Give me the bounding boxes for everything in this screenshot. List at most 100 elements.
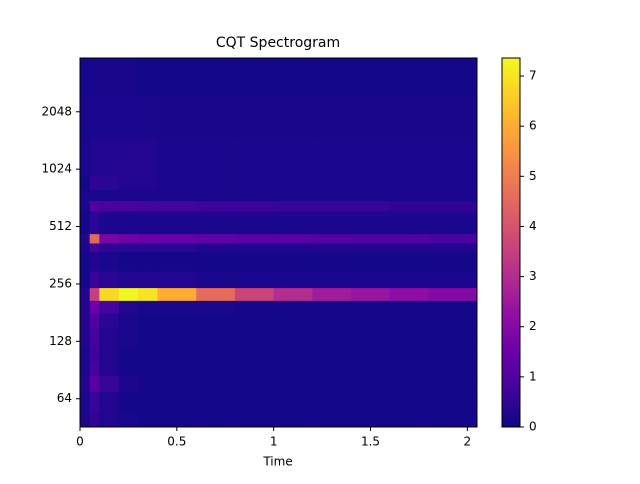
heat-cell: [428, 361, 478, 376]
heat-cell: [389, 251, 430, 272]
heat-cell: [99, 200, 120, 212]
heat-cell: [273, 175, 313, 191]
heat-cell: [389, 216, 430, 235]
heat-cell: [157, 328, 197, 348]
heat-cell: [99, 328, 120, 348]
heat-cell: [312, 361, 352, 376]
heat-cell: [196, 200, 236, 212]
heat-cell: [89, 346, 100, 363]
heat-cell: [89, 175, 100, 191]
heat-cell: [273, 200, 313, 212]
heat-cell: [196, 300, 236, 314]
heat-cell: [157, 242, 197, 252]
heat-cell: [389, 210, 430, 217]
heat-cell: [428, 216, 478, 235]
heat-cell: [312, 175, 352, 191]
heat-cell: [138, 251, 158, 272]
x-axis-label: Time: [262, 455, 292, 469]
heat-cell: [118, 175, 139, 191]
heat-cell: [80, 411, 91, 428]
heat-cell: [196, 95, 236, 139]
heat-cell: [428, 233, 478, 244]
heat-cell: [80, 189, 91, 202]
heat-cell: [157, 251, 197, 272]
y-tick-label: 128: [49, 334, 72, 348]
heat-cell: [273, 287, 313, 301]
heat-cell: [351, 95, 391, 139]
heat-cell: [89, 95, 100, 139]
heat-cell: [196, 233, 236, 244]
heat-cell: [157, 287, 197, 301]
heat-cell: [89, 375, 100, 392]
heat-cell: [138, 375, 158, 392]
heat-cell: [312, 270, 352, 289]
heat-cell: [80, 242, 91, 252]
heat-cell: [312, 313, 352, 329]
heat-cell: [389, 313, 430, 329]
y-tick-label: 64: [57, 391, 72, 405]
heat-cell: [389, 361, 430, 376]
heat-cell: [80, 216, 91, 235]
heat-cell: [80, 95, 91, 139]
heat-cell: [389, 242, 430, 252]
heat-cell: [351, 189, 391, 202]
heat-cell: [234, 216, 275, 235]
heat-cell: [312, 375, 352, 392]
heat-cell: [196, 361, 236, 376]
heat-cell: [312, 300, 352, 314]
heat-cell: [118, 346, 139, 363]
heat-cell: [89, 287, 100, 301]
heat-cell: [234, 95, 275, 139]
heat-cell: [118, 95, 139, 139]
heat-cell: [196, 210, 236, 217]
heat-cell: [389, 287, 430, 301]
heat-cell: [80, 346, 91, 363]
heat-cell: [351, 300, 391, 314]
heat-cell: [99, 287, 120, 301]
heat-cell: [273, 242, 313, 252]
heat-cell: [389, 58, 430, 96]
heat-cell: [138, 189, 158, 202]
heat-cell: [428, 287, 478, 301]
heat-cell: [99, 391, 120, 412]
heat-cell: [99, 313, 120, 329]
heat-cell: [389, 175, 430, 191]
heat-cell: [157, 216, 197, 235]
colorbar-tick-label: 7: [529, 69, 537, 83]
heat-cell: [351, 270, 391, 289]
heat-cell: [118, 313, 139, 329]
heat-cell: [428, 242, 478, 252]
heat-cell: [351, 58, 391, 96]
heat-cell: [157, 58, 197, 96]
heat-cell: [196, 375, 236, 392]
heat-cell: [80, 58, 91, 96]
heat-cell: [351, 375, 391, 392]
heat-cell: [89, 411, 100, 428]
heat-cell: [273, 233, 313, 244]
colorbar-tick-label: 6: [529, 119, 537, 133]
heat-cell: [351, 175, 391, 191]
heat-cell: [351, 216, 391, 235]
heat-cell: [273, 346, 313, 363]
heat-cell: [80, 313, 91, 329]
heat-cell: [157, 137, 197, 176]
heat-cell: [389, 189, 430, 202]
heat-cell: [428, 200, 478, 212]
heat-cell: [428, 375, 478, 392]
heat-cell: [118, 200, 139, 212]
heat-cell: [157, 270, 197, 289]
heat-cell: [428, 251, 478, 272]
heat-cell: [389, 137, 430, 176]
heat-cell: [234, 375, 275, 392]
heat-cell: [157, 95, 197, 139]
heat-cell: [273, 189, 313, 202]
heat-cell: [351, 242, 391, 252]
heat-cell: [157, 391, 197, 412]
heat-cell: [312, 200, 352, 212]
heat-cell: [138, 210, 158, 217]
heat-cell: [351, 233, 391, 244]
heat-cell: [80, 300, 91, 314]
heat-cell: [99, 251, 120, 272]
heat-cell: [428, 313, 478, 329]
